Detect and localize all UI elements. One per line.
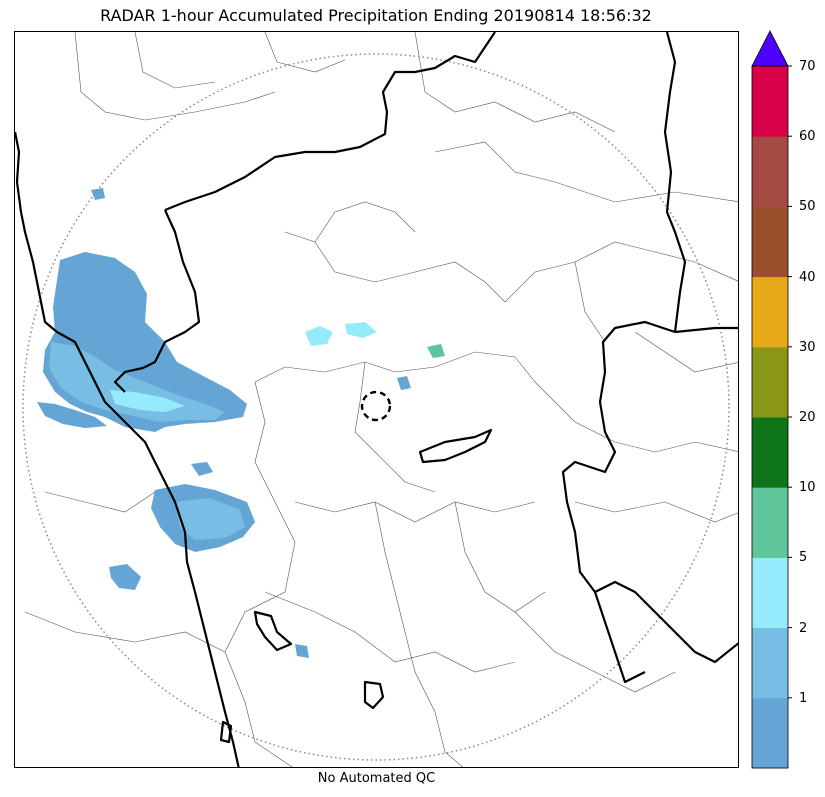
- precip-area: [345, 322, 377, 338]
- colorbar-tick-label: 20: [799, 410, 816, 425]
- precip-area: [305, 326, 333, 346]
- district-boundaries: [24, 32, 738, 767]
- colorbar-tick-label: 10: [799, 480, 816, 496]
- precip-area: [109, 564, 141, 590]
- precipitation-layer: [37, 188, 445, 658]
- colorbar-tick-label: 2: [799, 620, 808, 636]
- state-borders: [15, 32, 738, 767]
- radar-site-marker: [360, 390, 392, 422]
- precip-area: [49, 342, 225, 422]
- colorbar-bin: [752, 136, 788, 207]
- colorbar-tick-label: 70: [799, 59, 816, 74]
- colorbar-tick-label: 30: [799, 339, 816, 355]
- colorbar-bin: [752, 417, 788, 488]
- precip-area: [191, 462, 213, 476]
- colorbar: [751, 30, 792, 769]
- precip-area: [37, 402, 107, 428]
- qc-caption: No Automated QC: [317, 771, 436, 786]
- colorbar-tick-label: 60: [799, 129, 816, 145]
- precip-area: [295, 644, 309, 658]
- chart-title: RADAR 1-hour Accumulated Precipitation E…: [100, 6, 652, 25]
- radar-map: [14, 31, 739, 768]
- colorbar-canvas: [751, 30, 792, 769]
- map-canvas: [15, 32, 738, 767]
- coastline: [15, 131, 240, 767]
- precip-area: [397, 376, 411, 390]
- colorbar-bin: [752, 276, 788, 348]
- colorbar-tick-label: 5: [799, 550, 808, 566]
- colorbar-tick-label: 1: [799, 690, 808, 706]
- colorbar-tick-label: 40: [799, 269, 816, 285]
- colorbar-bin: [752, 346, 788, 418]
- precip-area: [91, 188, 105, 200]
- colorbar-bin: [752, 487, 788, 558]
- colorbar-bin: [752, 66, 788, 137]
- colorbar-tick-label: 50: [799, 199, 816, 215]
- range-ring: [22, 53, 730, 761]
- precip-area: [175, 498, 245, 540]
- precip-area: [427, 344, 445, 358]
- colorbar-bin: [752, 627, 788, 699]
- colorbar-extend-arrow: [751, 30, 789, 67]
- precip-area: [110, 390, 185, 412]
- colorbar-bin: [752, 557, 788, 629]
- colorbar-bin: [752, 697, 788, 769]
- colorbar-bin: [752, 206, 788, 278]
